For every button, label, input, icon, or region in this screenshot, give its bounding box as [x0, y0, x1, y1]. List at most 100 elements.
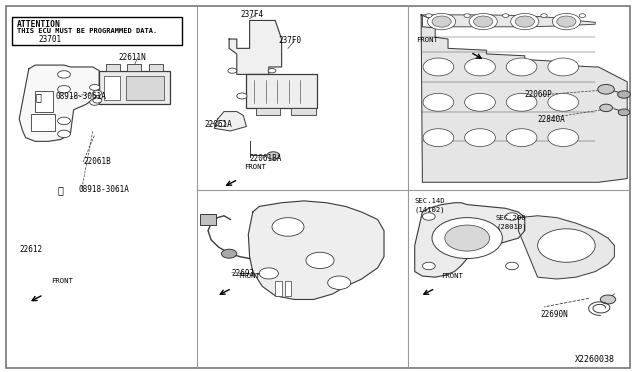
Circle shape [228, 68, 237, 73]
Circle shape [216, 121, 226, 126]
Circle shape [423, 93, 454, 111]
Circle shape [502, 14, 509, 17]
Polygon shape [421, 15, 595, 27]
Circle shape [618, 109, 630, 116]
Polygon shape [415, 203, 525, 277]
Bar [291, 108, 316, 115]
Bar [275, 281, 282, 296]
Bar [246, 74, 317, 108]
Text: SEC.14D: SEC.14D [415, 198, 445, 204]
Text: X2260038: X2260038 [575, 355, 615, 364]
Circle shape [58, 130, 70, 138]
Circle shape [469, 13, 497, 30]
Text: FRONT: FRONT [51, 278, 73, 284]
Circle shape [259, 268, 278, 279]
Circle shape [428, 13, 456, 30]
Circle shape [328, 276, 351, 289]
Text: ATTENTION: ATTENTION [17, 20, 61, 29]
Polygon shape [214, 112, 246, 131]
Circle shape [268, 68, 276, 73]
Text: Ⓝ: Ⓝ [35, 92, 41, 102]
Bar [127, 64, 141, 71]
Circle shape [221, 249, 237, 258]
Circle shape [506, 129, 537, 147]
Circle shape [432, 16, 451, 27]
Text: 22061B: 22061B [83, 157, 111, 166]
Polygon shape [229, 20, 282, 74]
Circle shape [423, 58, 454, 76]
Circle shape [557, 16, 576, 27]
Circle shape [465, 93, 495, 111]
Text: FRONT: FRONT [244, 164, 266, 170]
Circle shape [93, 90, 102, 96]
Text: 22061A: 22061A [205, 120, 232, 129]
Bar [106, 64, 120, 71]
Bar [99, 71, 170, 104]
Polygon shape [518, 216, 614, 279]
Bar [126, 76, 164, 100]
Circle shape [600, 295, 616, 304]
Text: Ⓝ: Ⓝ [58, 185, 63, 195]
Circle shape [511, 13, 539, 30]
Circle shape [538, 229, 595, 262]
Text: (28010): (28010) [496, 224, 527, 230]
Circle shape [506, 213, 518, 220]
Circle shape [465, 129, 495, 147]
Bar [35, 91, 53, 112]
Circle shape [541, 14, 547, 17]
Circle shape [90, 84, 100, 90]
Circle shape [58, 71, 70, 78]
Bar [256, 108, 280, 115]
Circle shape [445, 225, 490, 251]
Bar [104, 76, 120, 100]
Text: FRONT: FRONT [238, 273, 260, 279]
Bar [12, 17, 182, 45]
Circle shape [93, 98, 102, 103]
Text: FRONT: FRONT [442, 273, 463, 279]
Circle shape [515, 16, 534, 27]
Circle shape [548, 129, 579, 147]
Polygon shape [19, 65, 99, 141]
Circle shape [423, 129, 454, 147]
Circle shape [598, 84, 614, 94]
Circle shape [552, 13, 580, 30]
Circle shape [465, 58, 495, 76]
Polygon shape [421, 15, 627, 182]
Circle shape [548, 58, 579, 76]
Circle shape [618, 91, 630, 98]
Text: 22611N: 22611N [118, 53, 146, 62]
Bar [149, 64, 163, 71]
Circle shape [237, 93, 247, 99]
Circle shape [58, 117, 70, 125]
Circle shape [464, 14, 470, 17]
Text: (14102): (14102) [415, 207, 445, 214]
Circle shape [306, 252, 334, 269]
Circle shape [548, 93, 579, 111]
Circle shape [422, 213, 435, 220]
Circle shape [506, 58, 537, 76]
Circle shape [579, 14, 586, 17]
Text: FRONT: FRONT [416, 37, 438, 43]
Text: 22840A: 22840A [538, 115, 565, 124]
Text: 22612: 22612 [19, 245, 42, 254]
Text: 22690N: 22690N [541, 310, 568, 319]
Text: 22693: 22693 [232, 269, 255, 278]
Text: 22061BA: 22061BA [250, 154, 282, 163]
Polygon shape [248, 201, 384, 299]
Circle shape [422, 262, 435, 270]
Bar [31, 114, 55, 131]
Text: 23701: 23701 [38, 35, 61, 44]
Circle shape [272, 218, 304, 236]
Circle shape [267, 152, 280, 159]
Circle shape [506, 262, 518, 270]
Text: 08918-3061A: 08918-3061A [78, 185, 129, 194]
Circle shape [506, 93, 537, 111]
Circle shape [426, 14, 432, 17]
Text: THIS ECU MUST BE PROGRAMMED DATA.: THIS ECU MUST BE PROGRAMMED DATA. [17, 28, 157, 34]
Text: SEC.200: SEC.200 [496, 215, 527, 221]
Bar [200, 214, 216, 225]
Circle shape [58, 86, 70, 93]
Text: 22060P: 22060P [525, 90, 552, 99]
Circle shape [600, 104, 612, 112]
Circle shape [90, 99, 100, 105]
